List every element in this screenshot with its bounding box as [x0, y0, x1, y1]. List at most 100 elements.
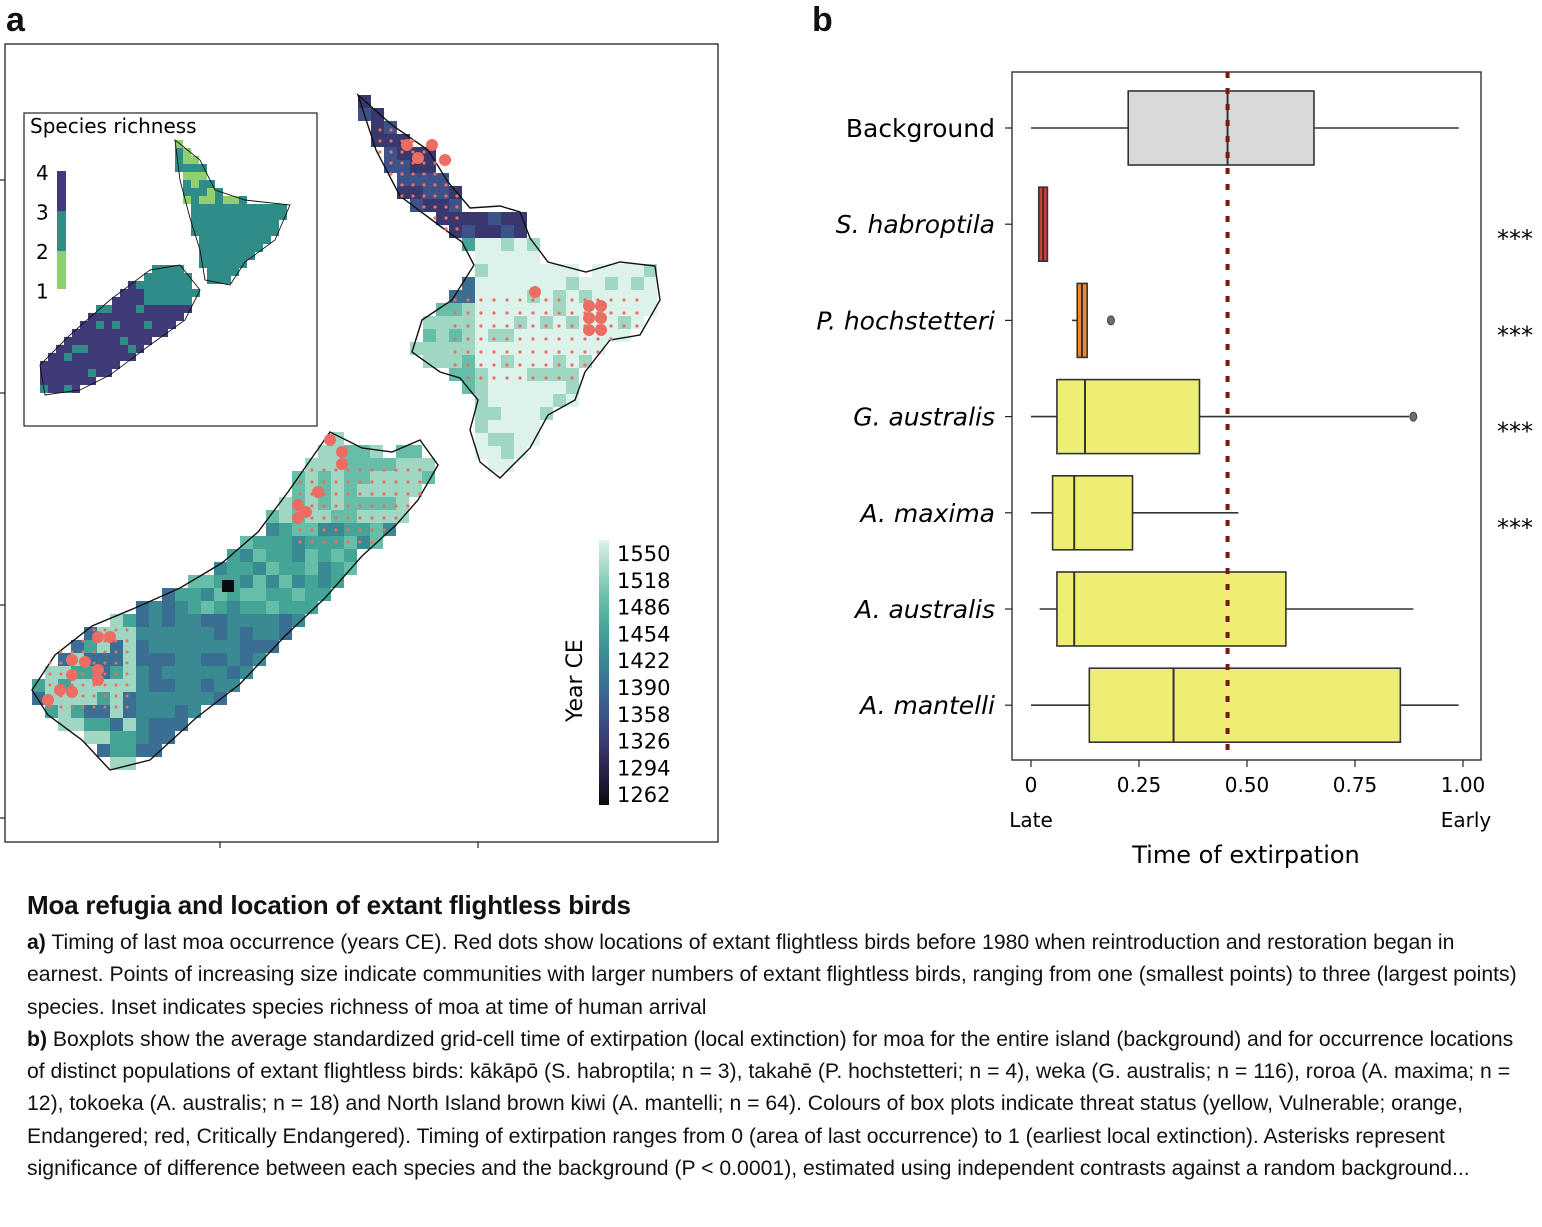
- raster-cell: [618, 290, 631, 303]
- inset-cell: [152, 313, 160, 321]
- raster-cell: [514, 329, 527, 342]
- inset-cell: [199, 172, 207, 180]
- inset-cell: [48, 353, 56, 361]
- raster-cell: [631, 264, 644, 277]
- raster-cell: [462, 316, 475, 329]
- inset-cell: [88, 329, 96, 337]
- inset-cell: [176, 313, 184, 321]
- raster-cell: [318, 471, 331, 484]
- raster-cell: [279, 601, 292, 614]
- extant-bird-dot: [66, 654, 78, 666]
- extant-bird-dot: [426, 139, 438, 151]
- raster-cell: [422, 471, 435, 484]
- inset-cell: [199, 212, 207, 220]
- species-richness-inset: Species richness 4 3 2 1: [23, 112, 318, 427]
- extant-bird-dot: [570, 311, 574, 315]
- extant-bird-dot: [492, 311, 496, 315]
- inset-cell: [128, 337, 136, 345]
- inset-cell: [80, 369, 88, 377]
- inset-cell: [120, 321, 128, 329]
- inset-cell: [207, 260, 215, 268]
- extant-bird-dot: [529, 286, 541, 298]
- inset-cell: [239, 204, 247, 212]
- raster-cell: [149, 731, 162, 744]
- raster-cell: [123, 731, 136, 744]
- inset-cell: [144, 289, 152, 297]
- raster-cell: [527, 329, 540, 342]
- extant-bird-dot: [358, 492, 362, 496]
- extant-bird-dot: [48, 683, 52, 687]
- extant-bird-dot: [59, 650, 63, 654]
- raster-cell: [631, 316, 644, 329]
- raster-cell: [410, 173, 423, 186]
- raster-cell: [331, 471, 344, 484]
- raster-cell: [110, 718, 123, 731]
- raster-cell: [462, 303, 475, 316]
- raster-cell: [553, 264, 566, 277]
- extant-bird-dot: [334, 492, 338, 496]
- y-tick-label: P. hochstetteri: [816, 306, 995, 335]
- inset-cell: [176, 289, 184, 297]
- inset-cell: [184, 273, 192, 281]
- raster-cell: [188, 627, 201, 640]
- extant-bird-dot: [544, 337, 548, 341]
- extant-bird-dot: [518, 311, 522, 315]
- raster-cell: [279, 614, 292, 627]
- raster-cell: [488, 225, 501, 238]
- inset-cell: [152, 305, 160, 313]
- extant-bird-dot: [92, 683, 96, 687]
- raster-cell: [475, 381, 488, 394]
- raster-cell: [97, 640, 110, 653]
- y-tick-label: A. australis: [853, 595, 995, 624]
- raster-cell: [188, 588, 201, 601]
- inset-cell: [152, 329, 160, 337]
- inset-cell: [56, 345, 64, 353]
- raster-cell: [475, 303, 488, 316]
- extant-bird-dot: [382, 468, 386, 472]
- raster-cell: [331, 575, 344, 588]
- inset-cell: [231, 228, 239, 236]
- raster-cell: [553, 329, 566, 342]
- raster-cell: [449, 316, 462, 329]
- raster-cell: [136, 640, 149, 653]
- inset-legend-swatch: [57, 171, 66, 211]
- inset-cell: [231, 236, 239, 244]
- inset-cell: [128, 289, 136, 297]
- inset-cell: [88, 353, 96, 361]
- extant-bird-dot: [389, 128, 393, 132]
- raster-cell: [227, 601, 240, 614]
- raster-cell: [501, 251, 514, 264]
- extant-bird-dot: [48, 694, 52, 698]
- raster-cell: [514, 355, 527, 368]
- extant-bird-dot: [394, 480, 398, 484]
- raster-cell: [149, 679, 162, 692]
- extant-bird-dot: [466, 311, 470, 315]
- inset-cell: [112, 337, 120, 345]
- inset-cell: [136, 329, 144, 337]
- extant-bird-dot: [114, 628, 118, 632]
- extant-bird-dot: [453, 298, 457, 302]
- coastline: [31, 92, 661, 771]
- extant-bird-dot: [104, 631, 116, 643]
- raster-cell: [214, 666, 227, 679]
- raster-cell: [514, 342, 527, 355]
- extant-bird-dot: [48, 661, 52, 665]
- colorbar-tick-label: 1294: [617, 756, 670, 780]
- extant-bird-dot: [389, 172, 393, 176]
- inset-cell: [263, 220, 271, 228]
- raster-cell: [488, 251, 501, 264]
- raster-cell: [540, 407, 553, 420]
- extant-bird-dot: [322, 540, 326, 544]
- raster-cell: [201, 614, 214, 627]
- raster-cell: [344, 510, 357, 523]
- extant-bird-dot: [103, 672, 107, 676]
- extant-bird-dot: [444, 227, 448, 231]
- inset-cell: [215, 228, 223, 236]
- raster-cell: [540, 394, 553, 407]
- inset-cell: [215, 276, 223, 284]
- extant-bird-dot: [81, 650, 85, 654]
- raster-cell: [644, 264, 657, 277]
- raster-cell: [396, 471, 409, 484]
- colorbar-tick-label: 1550: [617, 542, 670, 566]
- extant-bird-dot: [70, 672, 74, 676]
